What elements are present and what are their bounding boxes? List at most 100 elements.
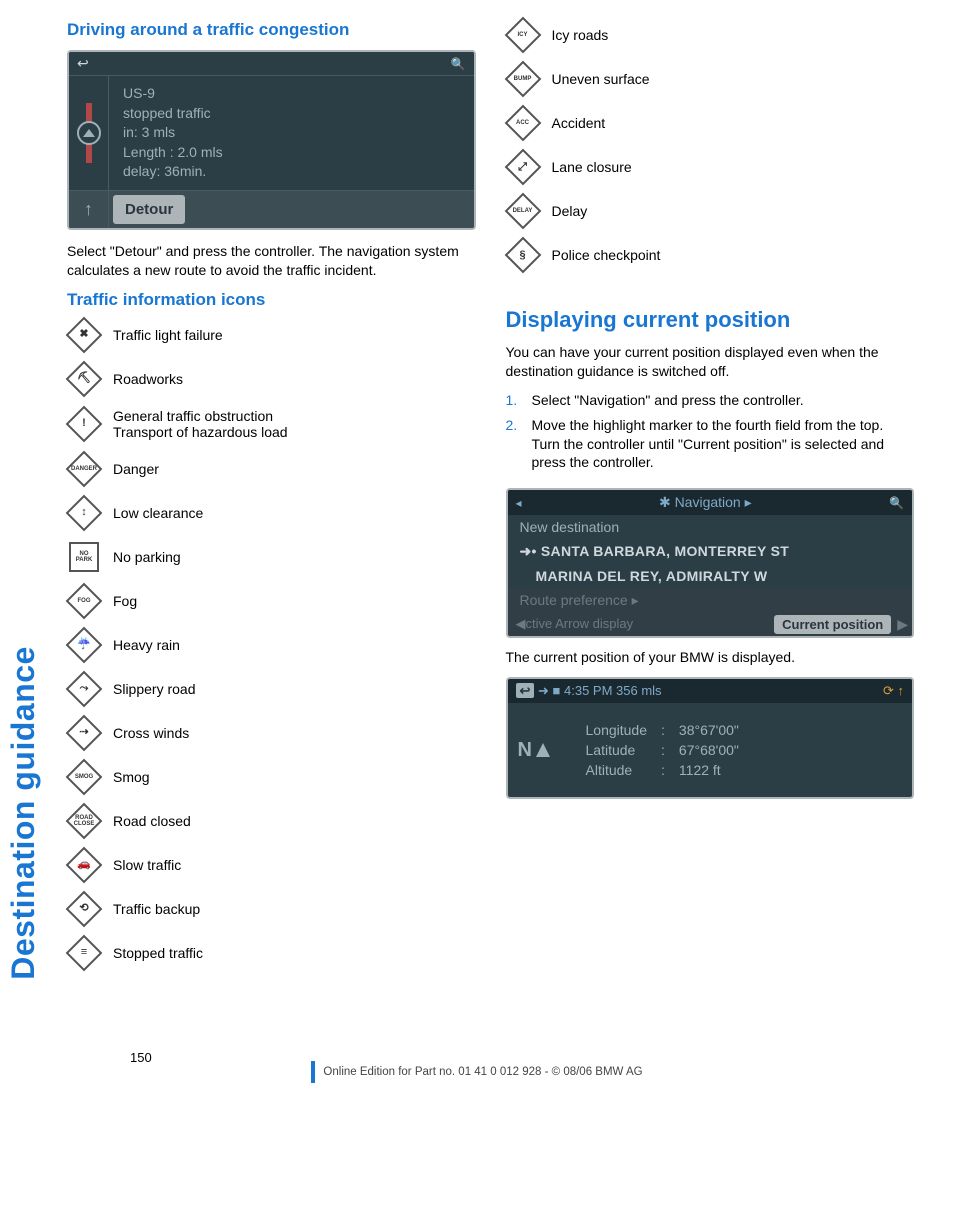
traffic-icon-label: Police checkpoint [552, 247, 661, 263]
arrow-up-icon: ↑ [69, 191, 109, 228]
traffic-icon-list-left: ✖ Traffic light failure ⛏ Roadworks! General… [67, 320, 476, 982]
traffic-icon-row: ≡ Stopped traffic [67, 938, 476, 968]
traffic-glyph-icon: ✖ [69, 320, 99, 350]
navigation-screenshot: ◂ ✱ Navigation ▸ 🔍 New destination ➜• SA… [506, 488, 915, 638]
table-cell: 1122 ft [673, 761, 745, 779]
table-row: Latitude:67°68'00" [580, 741, 745, 759]
traffic-icon-label: General traffic obstruction Transport of… [113, 408, 288, 440]
caret-right-icon: ▶ [893, 613, 912, 636]
step-2: Move the highlight marker to the fourth … [506, 416, 915, 473]
traffic-icon-row: ✖ Traffic light failure [67, 320, 476, 350]
nav-bottom-left: ◀ctive Arrow display [508, 613, 773, 636]
position-screenshot: ↩ ➜ ■ 4:35 PM 356 mls ⟳ ↑ N Longitude:38… [506, 677, 915, 799]
traffic-icon-label: Smog [113, 769, 150, 785]
traffic-icon-row: BUMP Uneven surface [506, 64, 915, 94]
table-cell: Latitude [580, 741, 654, 759]
traffic-icon-label: Icy roads [552, 27, 609, 43]
heading-displaying-position: Displaying current position [506, 307, 915, 333]
traffic-glyph-icon: ROAD CLOSE [69, 806, 99, 836]
nav-dest-2: MARINA DEL REY, ADMIRALTY W [508, 564, 913, 588]
traffic-glyph-icon: ACC [508, 108, 538, 138]
traffic-glyph-icon: DANGER [69, 454, 99, 484]
traffic-glyph-icon: FOG [69, 586, 99, 616]
table-row: Longitude:38°67'00" [580, 721, 745, 739]
traffic-glyph-icon: ICY [508, 20, 538, 50]
right-column: ICY Icy roads BUMP Uneven surface ACC Acciden… [506, 20, 915, 990]
traffic-icon-label: Cross winds [113, 725, 189, 741]
traffic-icon-row: ICY Icy roads [506, 20, 915, 50]
detour-button[interactable]: Detour [113, 195, 185, 224]
traffic-glyph-icon: BUMP [508, 64, 538, 94]
return-pill-icon: ↩ [516, 683, 535, 698]
traffic-icon-row: ACC Accident [506, 108, 915, 138]
traffic-icon-row: FOGFog [67, 586, 476, 616]
traffic-glyph-icon: ⟲ [69, 894, 99, 924]
traffic-icon-label: Accident [552, 115, 606, 131]
traffic-glyph-icon: ☔ [69, 630, 99, 660]
traffic-icon-row: 🚗Slow traffic [67, 850, 476, 880]
traffic-icon-list-right: ICY Icy roads BUMP Uneven surface ACC Acciden… [506, 20, 915, 284]
traffic-icon-label: Traffic light failure [113, 327, 223, 343]
traffic-icon-label: Heavy rain [113, 637, 180, 653]
north-arrow-icon [536, 743, 550, 757]
nav-new-destination: New destination [508, 515, 913, 539]
traffic-icon-label: Low clearance [113, 505, 203, 521]
traffic-icon-label: Roadworks [113, 371, 183, 387]
traffic-icon-label: Slow traffic [113, 857, 181, 873]
table-cell: : [655, 721, 671, 739]
traffic-icon-label: Uneven surface [552, 71, 650, 87]
detour-screenshot: ↩ 🔍 US-9 stopped traffic in: 3 [67, 50, 476, 230]
compass-indicator: N [518, 739, 578, 762]
nav-route-preference: Route preference ▸ [508, 588, 913, 613]
traffic-glyph-icon: ⇢ [69, 718, 99, 748]
nav-dest-1: ➜• SANTA BARBARA, MONTERREY ST [508, 539, 913, 564]
traffic-icon-row: SMOG Smog [67, 762, 476, 792]
position-table: Longitude:38°67'00" Latitude:67°68'00" Alt… [578, 719, 747, 781]
traffic-icon-label: Traffic backup [113, 901, 200, 917]
detour-delay: delay: 36min. [123, 162, 223, 182]
caret-left-icon: ◂ [516, 496, 522, 510]
table-cell: Longitude [580, 721, 654, 739]
traffic-glyph-icon: ≡ [69, 938, 99, 968]
detour-status: stopped traffic [123, 104, 223, 124]
traffic-glyph-icon: ! [69, 409, 99, 439]
traffic-glyph-icon: ⤢ [508, 152, 538, 182]
detour-in: in: 3 mls [123, 123, 223, 143]
heading-driving-congestion: Driving around a traffic congestion [67, 20, 476, 40]
traffic-icon-row: ☔ Heavy rain [67, 630, 476, 660]
current-position-button[interactable]: Current position [774, 615, 891, 634]
traffic-icon-label: Slippery road [113, 681, 196, 697]
return-icon: ↩ [77, 55, 89, 72]
magnify-icon: 🔍 [451, 57, 466, 71]
traffic-icon-label: Delay [552, 203, 588, 219]
traffic-icon-row: ! General traffic obstruction Transport o… [67, 408, 476, 440]
detour-description: Select "Detour" and press the controller… [67, 242, 476, 280]
traffic-icon-row: ⤢ Lane closure [506, 152, 915, 182]
traffic-glyph-icon: ↕ [69, 498, 99, 528]
nav-title: ✱ Navigation ▸ [659, 494, 752, 511]
traffic-icon-row: ⛏ Roadworks [67, 364, 476, 394]
table-row: Altitude:1122 ft [580, 761, 745, 779]
traffic-icon-row: DANGERDanger [67, 454, 476, 484]
position-steps: Select "Navigation" and press the contro… [506, 391, 915, 479]
left-column: Driving around a traffic congestion ↩ 🔍 [67, 20, 476, 990]
table-cell: 67°68'00" [673, 741, 745, 759]
traffic-icon-row: § Police checkpoint [506, 240, 915, 270]
step-1: Select "Navigation" and press the contro… [506, 391, 915, 410]
traffic-icon-row: ROAD CLOSE Road closed [67, 806, 476, 836]
side-tab-title: Destination guidance [0, 20, 47, 990]
pos-header-text: ➜ ■ 4:35 PM 356 mls [538, 683, 662, 698]
traffic-glyph-icon: ⛏ [69, 364, 99, 394]
traffic-icon-row: DELAY Delay [506, 196, 915, 226]
traffic-icon-label: Stopped traffic [113, 945, 203, 961]
detour-road: US-9 [123, 84, 223, 104]
position-intro: You can have your current position displ… [506, 343, 915, 381]
traffic-icon-label: Lane closure [552, 159, 632, 175]
traffic-icon-row: ⤳Slippery road [67, 674, 476, 704]
traffic-icon-row: ⟲ Traffic backup [67, 894, 476, 924]
traffic-icon-label: Road closed [113, 813, 191, 829]
traffic-icon-row: NO PARKNo parking [67, 542, 476, 572]
traffic-glyph-icon: SMOG [69, 762, 99, 792]
traffic-glyph-icon: DELAY [508, 196, 538, 226]
traffic-glyph-icon: § [508, 240, 538, 270]
